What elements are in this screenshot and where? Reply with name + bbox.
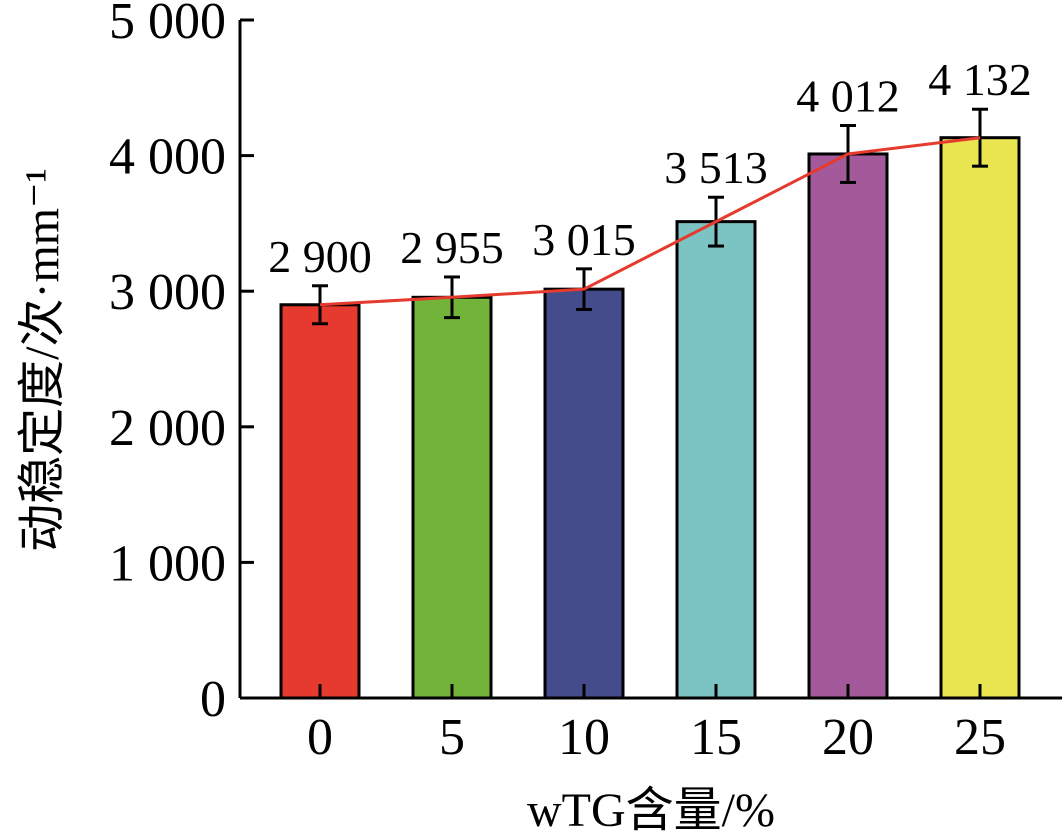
data-label-25: 4 132 bbox=[928, 54, 1032, 105]
data-label-0: 2 900 bbox=[268, 231, 372, 282]
data-label-20: 4 012 bbox=[796, 70, 900, 121]
data-label-5: 2 955 bbox=[400, 222, 504, 273]
x-tick-label: 15 bbox=[690, 709, 742, 766]
y-tick-label: 5 000 bbox=[109, 0, 226, 50]
bar-10 bbox=[543, 287, 625, 700]
bar-5 bbox=[411, 295, 493, 700]
x-tick-label: 25 bbox=[954, 709, 1006, 766]
bar-25 bbox=[939, 136, 1021, 700]
y-axis-title: 动稳定度/次·mm⁻¹ bbox=[16, 168, 69, 552]
y-tick-label: 4 000 bbox=[109, 129, 226, 186]
y-tick-label: 3 000 bbox=[109, 264, 226, 321]
y-tick-label: 0 bbox=[200, 671, 226, 728]
x-tick-label: 5 bbox=[439, 709, 465, 766]
data-label-15: 3 513 bbox=[664, 142, 768, 193]
x-tick-label: 10 bbox=[558, 709, 610, 766]
trend-line bbox=[319, 136, 981, 307]
x-tick-label: 0 bbox=[307, 709, 333, 766]
bar-0 bbox=[279, 303, 361, 700]
x-axis-title: wTG含量/% bbox=[527, 784, 775, 836]
bar-15 bbox=[675, 220, 757, 700]
y-tick-label: 2 000 bbox=[109, 400, 226, 457]
data-label-10: 3 015 bbox=[532, 214, 636, 265]
y-tick-label: 1 000 bbox=[109, 535, 226, 592]
bar-20 bbox=[807, 152, 889, 700]
x-tick-label: 20 bbox=[822, 709, 874, 766]
